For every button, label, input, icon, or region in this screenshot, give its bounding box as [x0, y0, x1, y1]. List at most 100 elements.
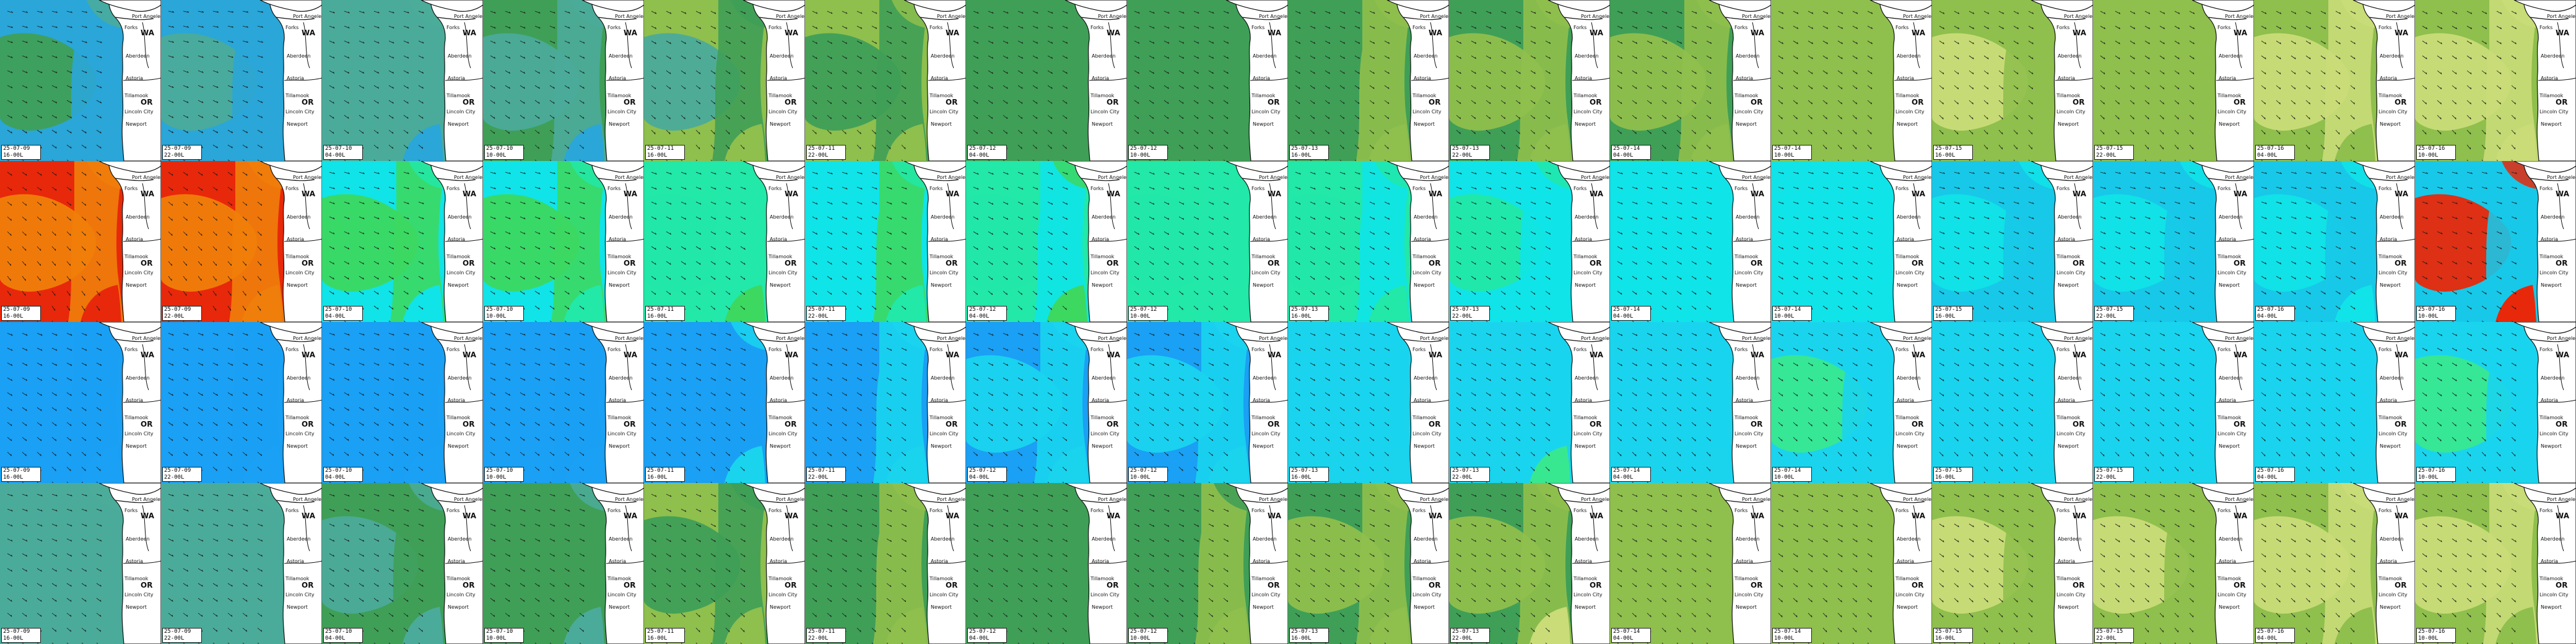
- map-frame[interactable]: WA Port Angeles Forks Aberdeen Astoria OR Till…: [483, 322, 644, 483]
- wind-arrow-icon: [490, 481, 492, 483]
- map-frame[interactable]: WA Port Angeles Forks Aberdeen Astoria OR Till…: [322, 483, 483, 644]
- map-frame[interactable]: WA Port Angeles Forks Aberdeen Astoria OR Till…: [805, 483, 966, 644]
- map-frame[interactable]: WA Port Angeles Forks Aberdeen Astoria OR Till…: [1449, 322, 1610, 483]
- map-frame[interactable]: WA Port Angeles Forks Aberdeen Astoria OR Till…: [0, 322, 161, 483]
- wind-arrow-icon: [666, 451, 671, 456]
- wind-arrow-icon: [1530, 159, 1533, 161]
- map-frame[interactable]: WA Port Angeles Forks Aberdeen Astoria OR Till…: [161, 483, 322, 644]
- map-frame[interactable]: WA Port Angeles Forks Aberdeen Astoria OR Till…: [1610, 161, 1771, 322]
- wind-arrow-icon: [1134, 216, 1139, 220]
- wind-arrow-icon: [1867, 305, 1873, 310]
- wind-arrow-icon: [1647, 276, 1652, 280]
- map-frame[interactable]: WA Port Angeles Forks Aberdeen Astoria OR Till…: [161, 322, 322, 483]
- map-frame[interactable]: WA Port Angeles Forks Aberdeen Astoria OR Till…: [966, 161, 1127, 322]
- map-frame[interactable]: WA Port Angeles Forks Aberdeen Astoria OR Till…: [2093, 0, 2254, 161]
- map-frame[interactable]: WA Port Angeles Forks Aberdeen Astoria OR Till…: [1932, 161, 2093, 322]
- map-frame[interactable]: WA Port Angeles Forks Aberdeen Astoria OR Till…: [322, 161, 483, 322]
- map-frame[interactable]: WA Port Angeles Forks Aberdeen Astoria OR Till…: [966, 483, 1127, 644]
- wind-arrow-icon: [1867, 55, 1873, 59]
- map-frame[interactable]: WA Port Angeles Forks Aberdeen Astoria OR Till…: [2254, 161, 2415, 322]
- wind-arrow-icon: [2291, 362, 2296, 367]
- map-frame[interactable]: WA Port Angeles Forks Aberdeen Astoria OR Till…: [805, 0, 966, 161]
- place-label-tillamook: Tillamook: [929, 93, 954, 98]
- map-frame[interactable]: WA Port Angeles Forks Aberdeen Astoria OR Till…: [1449, 161, 1610, 322]
- wind-arrow-icon: [344, 377, 350, 381]
- map-frame[interactable]: WA Port Angeles Forks Aberdeen Astoria OR Till…: [644, 161, 805, 322]
- map-frame[interactable]: WA Port Angeles Forks Aberdeen Astoria OR Till…: [2415, 0, 2576, 161]
- map-frame[interactable]: WA Port Angeles Forks Aberdeen Astoria OR Till…: [1288, 161, 1449, 322]
- timestamp-date: 25-07-15: [2096, 307, 2123, 313]
- map-frame[interactable]: WA Port Angeles Forks Aberdeen Astoria OR Till…: [161, 161, 322, 322]
- wind-arrow-icon: [490, 100, 495, 104]
- wind-arrow-icon: [564, 377, 570, 381]
- map-frame[interactable]: WA Port Angeles Forks Aberdeen Astoria OR Till…: [0, 483, 161, 644]
- map-frame[interactable]: WA Port Angeles Forks Aberdeen Astoria OR Till…: [1127, 161, 1288, 322]
- wind-arrow-icon: [1193, 129, 1198, 134]
- wind-arrow-icon: [359, 481, 361, 483]
- map-frame[interactable]: WA Port Angeles Forks Aberdeen Astoria OR Till…: [1288, 322, 1449, 483]
- wind-arrow-icon: [66, 362, 72, 366]
- wind-arrow-icon: [1134, 25, 1140, 29]
- map-frame[interactable]: WA Port Angeles Forks Aberdeen Astoria OR Till…: [1288, 0, 1449, 161]
- map-frame[interactable]: WA Port Angeles Forks Aberdeen Astoria OR Till…: [1610, 0, 1771, 161]
- wind-arrow-icon: [812, 437, 817, 442]
- map-frame[interactable]: WA Port Angeles Forks Aberdeen Astoria OR Till…: [1127, 0, 1288, 161]
- map-frame[interactable]: WA Port Angeles Forks Aberdeen Astoria OR Till…: [1771, 161, 1932, 322]
- wind-arrow-icon: [2350, 115, 2355, 120]
- map-frame[interactable]: WA Port Angeles Forks Aberdeen Astoria OR Till…: [483, 161, 644, 322]
- wind-arrow-icon: [1208, 290, 1213, 295]
- wind-arrow-icon: [257, 216, 262, 221]
- map-frame[interactable]: WA Port Angeles Forks Aberdeen Astoria OR Till…: [644, 0, 805, 161]
- field-contours: [322, 483, 483, 644]
- wind-arrow-icon: [212, 100, 219, 103]
- map-frame[interactable]: WA Port Angeles Forks Aberdeen Astoria OR Till…: [0, 161, 161, 322]
- map-frame[interactable]: WA Port Angeles Forks Aberdeen Astoria OR Till…: [2093, 161, 2254, 322]
- wind-arrow-icon: [1369, 100, 1375, 104]
- wind-arrow-icon: [1954, 70, 1959, 74]
- map-frame[interactable]: WA Port Angeles Forks Aberdeen Astoria OR Till…: [1932, 0, 2093, 161]
- wind-arrow-icon: [257, 437, 263, 442]
- wind-arrow-icon: [1778, 85, 1783, 90]
- map-frame[interactable]: WA Port Angeles Forks Aberdeen Astoria OR Till…: [322, 0, 483, 161]
- map-frame[interactable]: WA Port Angeles Forks Aberdeen Astoria OR Till…: [1127, 322, 1288, 483]
- place-label-state-south: OR: [1107, 420, 1119, 429]
- map-frame[interactable]: WA Port Angeles Forks Aberdeen Astoria OR Till…: [966, 322, 1127, 483]
- timestamp-date: 25-07-10: [486, 146, 513, 152]
- wind-arrow-icon: [388, 553, 394, 557]
- wind-arrow-icon: [81, 25, 87, 28]
- timestamp-time: 04-00L: [1613, 474, 1634, 481]
- map-frame[interactable]: WA Port Angeles Forks Aberdeen Astoria OR Till…: [483, 483, 644, 644]
- wind-arrow-icon: [1778, 377, 1783, 381]
- field-contours: [805, 483, 966, 644]
- wind-arrow-icon: [2159, 362, 2165, 367]
- wind-arrow-icon: [1003, 508, 1009, 512]
- wind-arrow-icon: [2130, 290, 2135, 295]
- map-frame[interactable]: WA Port Angeles Forks Aberdeen Astoria OR Till…: [1771, 322, 1932, 483]
- wind-arrow-icon: [1062, 290, 1067, 295]
- map-frame[interactable]: WA Port Angeles Forks Aberdeen Astoria OR Till…: [1771, 0, 1932, 161]
- map-frame[interactable]: WA Port Angeles Forks Aberdeen Astoria OR Till…: [2415, 161, 2576, 322]
- map-frame[interactable]: WA Port Angeles Forks Aberdeen Astoria OR Till…: [2093, 322, 2254, 483]
- wind-arrow-icon: [2013, 305, 2019, 310]
- map-frame[interactable]: WA Port Angeles Forks Aberdeen Astoria OR Till…: [2254, 322, 2415, 483]
- map-frame[interactable]: WA Port Angeles Forks Aberdeen Astoria OR Till…: [0, 0, 161, 161]
- map-frame[interactable]: WA Port Angeles Forks Aberdeen Astoria OR Till…: [644, 483, 805, 644]
- wind-arrow-icon: [81, 70, 87, 74]
- map-frame[interactable]: WA Port Angeles Forks Aberdeen Astoria OR Till…: [644, 322, 805, 483]
- map-frame[interactable]: WA Port Angeles Forks Aberdeen Astoria OR Till…: [483, 0, 644, 161]
- wind-arrow-icon: [1545, 290, 1551, 295]
- map-frame[interactable]: WA Port Angeles Forks Aberdeen Astoria OR Till…: [2415, 322, 2576, 483]
- wind-arrow-icon: [2511, 305, 2517, 310]
- map-frame[interactable]: WA Port Angeles Forks Aberdeen Astoria OR Till…: [161, 0, 322, 161]
- map-frame[interactable]: WA Port Angeles Forks Aberdeen Astoria OR Till…: [322, 322, 483, 483]
- wind-arrow-icon: [212, 115, 219, 118]
- map-frame[interactable]: WA Port Angeles Forks Aberdeen Astoria OR Till…: [1610, 322, 1771, 483]
- wind-arrow-icon: [66, 186, 72, 191]
- map-frame[interactable]: WA Port Angeles Forks Aberdeen Astoria OR Till…: [966, 0, 1127, 161]
- map-frame[interactable]: WA Port Angeles Forks Aberdeen Astoria OR Till…: [805, 161, 966, 322]
- wind-arrow-icon: [1530, 290, 1536, 295]
- map-frame[interactable]: WA Port Angeles Forks Aberdeen Astoria OR Till…: [2254, 0, 2415, 161]
- map-frame[interactable]: WA Port Angeles Forks Aberdeen Astoria OR Till…: [1932, 322, 2093, 483]
- map-frame[interactable]: WA Port Angeles Forks Aberdeen Astoria OR Till…: [1449, 0, 1610, 161]
- map-frame[interactable]: WA Port Angeles Forks Aberdeen Astoria OR Till…: [805, 322, 966, 483]
